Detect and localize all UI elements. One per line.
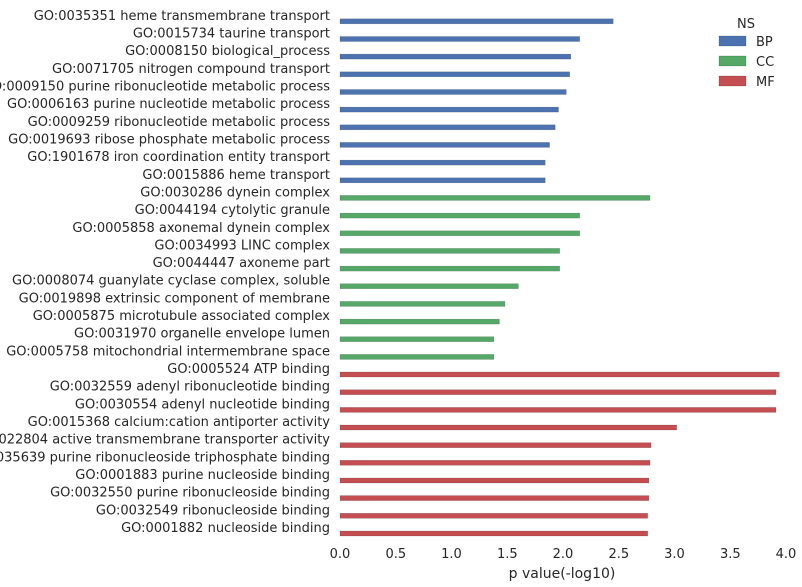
legend-swatch-bp <box>718 35 747 47</box>
category-label: GO:0015368 calcium:cation antiporter act… <box>28 415 331 430</box>
bar-bp-4 <box>339 71 570 78</box>
bar-cc-18 <box>339 318 500 325</box>
category-label: GO:0006163 purine nucleotide metabolic p… <box>7 97 330 112</box>
category-label: GO:0032550 purine ribonucleoside binding <box>50 486 330 501</box>
category-label: GO:0009259 ribonucleotide metabolic proc… <box>28 115 331 130</box>
bar-mf-30 <box>339 530 648 537</box>
legend-swatch-mf <box>718 75 747 87</box>
bar-mf-21 <box>339 371 780 378</box>
x-tick-label: 2.5 <box>608 547 629 562</box>
category-label: GO:0019898 extrinsic component of membra… <box>19 291 330 306</box>
category-label: GO:0005858 axonemal dynein complex <box>72 221 330 236</box>
category-label: GO:0030286 dynein complex <box>140 185 330 200</box>
category-label: GO:0005758 mitochondrial intermembrane s… <box>6 344 330 359</box>
legend-label-bp: BP <box>756 35 773 50</box>
bar-mf-27 <box>339 477 650 484</box>
category-label: GO:0035639 purine ribonucleoside triphos… <box>0 450 330 465</box>
category-label: GO:0071705 nitrogen compound transport <box>52 62 330 77</box>
category-label: GO:0022804 active transmembrane transpor… <box>0 433 330 448</box>
bar-bp-6 <box>339 106 559 113</box>
x-tick-label: 3.5 <box>720 547 741 562</box>
bar-cc-16 <box>339 283 519 289</box>
category-label: GO:0005524 ATP binding <box>167 362 330 377</box>
legend-label-mf: MF <box>756 75 775 90</box>
category-label: GO:0008150 biological_process <box>125 44 330 59</box>
bar-bp-7 <box>339 124 556 131</box>
legend-title: NS <box>737 17 755 32</box>
bar-cc-13 <box>339 230 580 237</box>
category-label: GO:0031970 organelle envelope lumen <box>74 327 330 342</box>
bar-mf-24 <box>339 424 677 431</box>
x-tick-label: 1.0 <box>441 547 462 562</box>
legend-label-cc: CC <box>756 55 774 70</box>
bar-mf-22 <box>339 389 777 395</box>
bar-cc-11 <box>339 195 651 201</box>
category-label: GO:0008074 guanylate cyclase complex, so… <box>12 274 330 289</box>
category-label: GO:0001882 nucleoside binding <box>121 521 330 536</box>
bar-cc-14 <box>339 248 560 254</box>
category-label: GO:0044194 cytolytic granule <box>135 203 330 218</box>
category-label: GO:0044447 axoneme part <box>153 256 330 271</box>
bar-cc-19 <box>339 336 495 342</box>
category-label: GO:0001883 purine nucleoside binding <box>75 468 330 483</box>
x-axis-ticks: 0.0 0.5 1.0 1.5 2.0 2.5 3.0 3.5 4.0 <box>330 547 797 562</box>
bar-mf-26 <box>339 460 651 466</box>
category-label: GO:0019693 ribose phosphate metabolic pr… <box>8 132 330 147</box>
x-tick-label: 0.5 <box>385 547 406 562</box>
bar-mf-29 <box>339 513 648 519</box>
category-label: GO:0030554 adenyl nucleotide binding <box>75 397 330 412</box>
x-tick-label: 4.0 <box>776 547 797 562</box>
x-axis-label: p value(-log10) <box>509 566 616 582</box>
category-labels: GO:0035351 heme transmembrane transport G… <box>0 9 330 536</box>
bar-cc-15 <box>339 265 560 272</box>
category-label: GO:0035351 heme transmembrane transport <box>34 9 330 24</box>
bar-cc-17 <box>339 301 506 307</box>
bar-bp-1 <box>339 18 614 25</box>
bar-bp-9 <box>339 159 546 166</box>
category-label: GO:0032549 ribonucleoside binding <box>96 503 330 518</box>
x-tick-label: 1.5 <box>497 547 518 562</box>
bar-cc-12 <box>339 212 580 219</box>
x-tick-label: 0.0 <box>330 547 351 562</box>
category-label: GO:0032559 adenyl ribonucleotide binding <box>50 380 330 395</box>
bar-bp-5 <box>339 89 567 95</box>
category-label: GO:0015886 heme transport <box>142 168 330 183</box>
bar-bp-3 <box>339 53 572 60</box>
category-label: GO:0015734 taurine transport <box>133 27 330 42</box>
category-label: GO:1901678 iron coordination entity tran… <box>27 150 330 165</box>
bar-mf-23 <box>339 407 777 413</box>
legend-swatch-cc <box>718 55 747 67</box>
x-tick-label: 3.0 <box>664 547 685 562</box>
bar-cc-20 <box>339 354 495 360</box>
bar-mf-25 <box>339 442 652 448</box>
bar-group <box>339 18 780 537</box>
bar-bp-10 <box>339 177 546 184</box>
bar-mf-28 <box>339 495 650 501</box>
category-label: GO:0034993 LINC complex <box>154 238 330 253</box>
category-label: GO:0009150 purine ribonucleotide metabol… <box>0 80 330 95</box>
x-tick-label: 2.0 <box>553 547 574 562</box>
category-label: GO:0005875 microtubule associated comple… <box>33 309 331 324</box>
bar-bp-2 <box>339 36 580 42</box>
legend: NS BP CC MF <box>718 17 775 90</box>
bar-bp-8 <box>339 142 550 148</box>
